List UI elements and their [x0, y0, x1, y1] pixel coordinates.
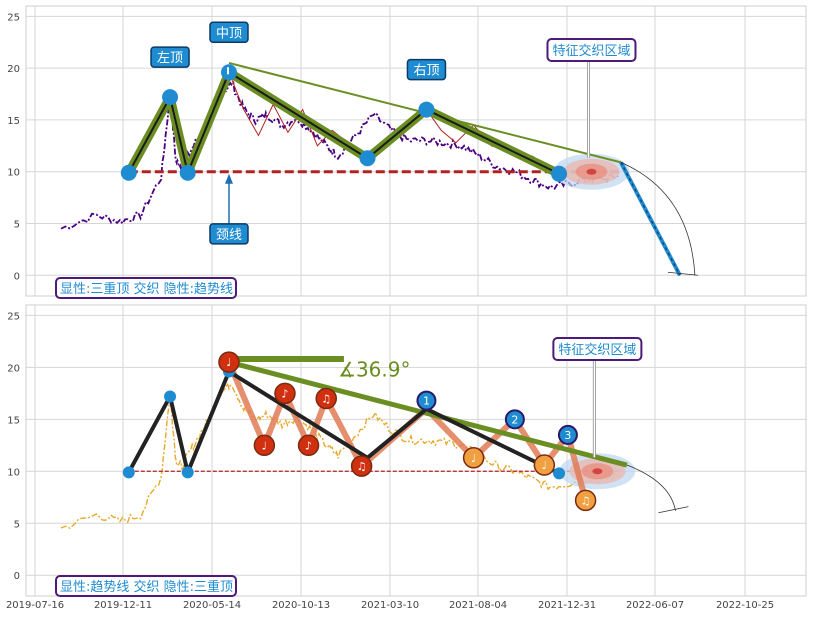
pattern-node	[359, 150, 376, 167]
y-tick-label: 5	[14, 220, 20, 231]
y-tick-label: 20	[7, 363, 20, 374]
y-tick-label: 5	[14, 519, 20, 530]
pattern-node	[122, 466, 135, 479]
note-marker	[315, 387, 337, 410]
zone-label: 特征交织区域	[558, 342, 636, 358]
caption-box	[55, 277, 237, 299]
angle-label: ∡36.9°	[338, 358, 410, 382]
note-glyph: ♪	[305, 439, 312, 452]
note-glyph: ♪	[281, 387, 288, 400]
zone-label: 特征交织区域	[552, 43, 630, 59]
pattern-node	[162, 89, 179, 106]
numbered-marker	[504, 409, 525, 430]
x-tick-label: 2019-07-16	[6, 600, 64, 611]
note-marker	[462, 447, 485, 469]
caption-box	[55, 575, 237, 597]
pattern-node	[418, 101, 435, 118]
trendline	[228, 359, 628, 468]
note-glyph: ♩	[542, 459, 547, 472]
note-glyph: ♩	[262, 439, 267, 452]
y-tick-label: 10	[7, 467, 20, 478]
price-series-line	[60, 80, 619, 230]
pattern-label-box	[150, 46, 190, 68]
note-glyph: ♫	[357, 460, 367, 473]
pattern-label: 右顶	[413, 64, 439, 79]
projection-tick	[658, 506, 689, 514]
note-marker	[253, 434, 276, 457]
zone-label-box	[546, 38, 637, 62]
feature-zone-ring	[592, 468, 603, 475]
projection-arc	[620, 162, 696, 276]
note-marker	[297, 434, 320, 457]
zone-label-box	[552, 337, 643, 361]
numbered-marker-label: 3	[564, 429, 571, 442]
pattern-label: 中顶	[216, 26, 242, 41]
y-tick-label: 15	[7, 415, 20, 426]
pattern-node	[179, 164, 196, 181]
x-tick-label: 2021-03-10	[361, 600, 419, 611]
numbered-marker	[557, 424, 578, 445]
y-tick-label: 0	[14, 271, 20, 282]
pattern-label-box	[406, 58, 447, 81]
plot-frame	[25, 304, 807, 597]
pattern-label-box	[209, 21, 249, 44]
y-tick-label: 20	[7, 64, 20, 75]
numbered-marker	[416, 390, 437, 411]
y-tick-label: 10	[7, 168, 20, 179]
pattern-node	[164, 390, 177, 403]
note-marker	[533, 454, 556, 476]
projection-tick	[667, 271, 698, 276]
x-tick-label: 2022-10-25	[716, 600, 774, 611]
pattern-node	[181, 466, 194, 479]
note-marker	[274, 382, 296, 405]
feature-zone-ring	[586, 168, 597, 175]
y-tick-label: 25	[7, 12, 20, 23]
caption-text: 显性:三重顶 交织 隐性:趋势线	[60, 281, 233, 297]
pattern-node	[551, 165, 568, 182]
y-tick-label: 15	[7, 116, 20, 127]
pattern-node	[120, 164, 137, 181]
caption-text: 显性:趋势线 交织 隐性:三重顶	[60, 579, 233, 595]
note-glyph: ♫	[321, 393, 331, 406]
pattern-node	[553, 467, 566, 480]
note-marker	[350, 455, 373, 477]
bottom-panel	[25, 304, 807, 597]
x-tick-label: 2021-12-31	[538, 600, 596, 611]
x-tick-label: 2022-06-07	[626, 600, 684, 611]
pattern-label: 颈线	[216, 228, 242, 243]
numbered-marker-label: 1	[423, 395, 430, 408]
projection-line	[619, 161, 682, 277]
y-tick-label: 0	[14, 571, 20, 582]
top-panel	[25, 5, 807, 299]
numbered-marker-label: 2	[511, 413, 518, 426]
note-glyph: ♫	[581, 494, 591, 507]
pattern-label-box	[209, 223, 249, 245]
y-tick-label: 25	[7, 311, 20, 322]
x-tick-label: 2019-12-11	[94, 600, 152, 611]
note-marker	[574, 489, 597, 512]
projection-arc	[626, 464, 676, 511]
x-tick-label: 2021-08-04	[449, 600, 507, 611]
x-tick-label: 2020-05-14	[183, 600, 241, 611]
note-marker	[218, 351, 240, 373]
arrow-head	[224, 173, 233, 184]
note-glyph: ♩	[226, 356, 231, 369]
price-series-line	[60, 380, 619, 530]
x-tick-label: 2020-10-13	[272, 600, 330, 611]
pattern-label: 左顶	[157, 51, 183, 66]
note-glyph: ♩	[471, 452, 476, 465]
